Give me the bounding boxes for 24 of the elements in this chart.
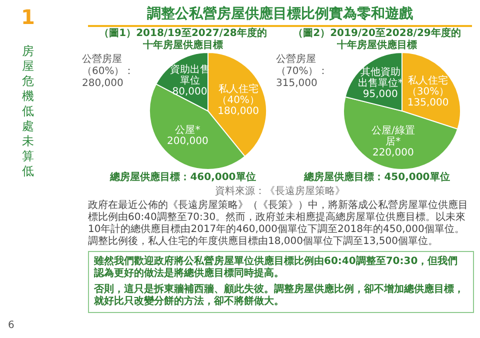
slice-label: 私人住宅（40%） <box>217 82 260 106</box>
text: 總房屋供應目標：460,000單位 <box>108 172 257 184</box>
text: 公營房屋（70%）：315,000 <box>276 54 330 90</box>
text: 6 <box>8 320 16 332</box>
data-label: 95,000 <box>362 88 398 100</box>
text: 調整公私營房屋供應目標比例實為零和遊戲 <box>88 6 472 27</box>
text: 政府在最近公佈的《長遠房屋策略》（《長策》）中，將新落成公私營房屋單位供應目標比例由60:40調整至70:30。然而，政府並未相應提高總房屋單位供應目標。以未來10年計的總供應目標由2017年的460,000個單位下調至2018年的450,000個單位。調整比例後，私人住宅的年度供應目標由18,000個單位下調至13,500個單位。 <box>88 200 469 248</box>
slice-label: 私人住宅（30%） <box>406 74 450 98</box>
chart-title: （圖1）2018/19至2027/28年度的十年房屋供應目標 <box>98 28 268 52</box>
data-label: 135,000 <box>407 98 449 109</box>
data-label: 80,000 <box>172 86 208 98</box>
text: 雖然我們歡迎政府將公私營房屋單位供應目標比例由60:40調整至70:30，但我們認為更好的做法是將總供應目標同時提高。 <box>94 256 459 280</box>
text: 房屋危機低處未算低 <box>22 44 34 178</box>
source-note: 資料來源：《長遠房屋策略》 <box>214 186 346 198</box>
text: 否則，這只是拆東牆補西牆、顧此失彼。調整房屋供應比例，卻不增加總供應目標，就好比只改變分餅的方法，卻不將餅做大。 <box>94 284 465 308</box>
slice-label: 公屋/綠置居* <box>371 124 415 148</box>
text: 1 <box>20 5 36 29</box>
slice-label: 公屋* <box>175 124 200 136</box>
text: 公營房屋（60%）：280,000 <box>82 54 136 90</box>
data-label: 180,000 <box>218 106 259 117</box>
data-label: 220,000 <box>372 148 414 159</box>
data-label: 200,000 <box>167 136 208 148</box>
text: 總房屋供應目標：450,000單位 <box>302 172 451 184</box>
chart-title: （圖2）2019/20至2028/29年度的十年房屋供應目標 <box>292 28 462 52</box>
